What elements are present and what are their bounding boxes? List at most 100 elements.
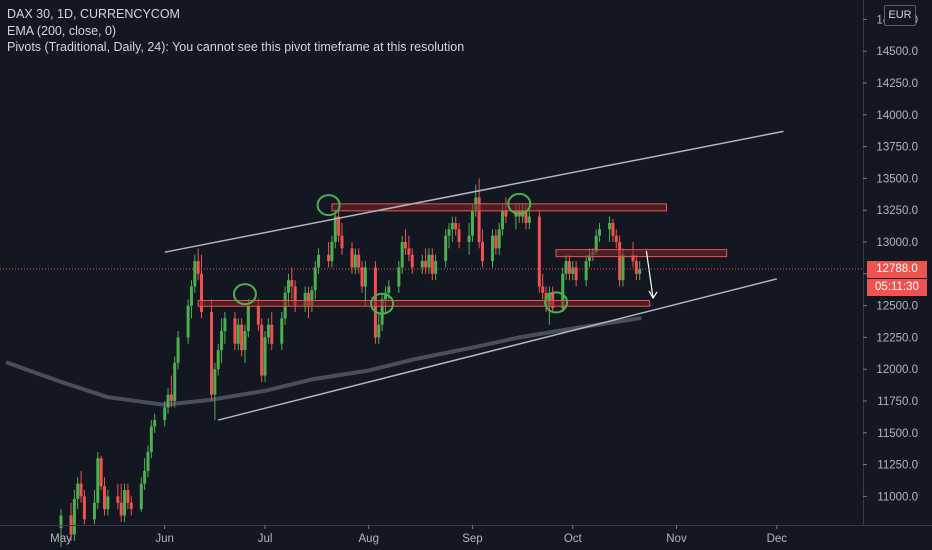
candle-body: [477, 197, 481, 242]
candle: [149, 420, 153, 459]
candle: [541, 273, 545, 300]
candle: [260, 318, 264, 382]
time-tick-label: Oct: [564, 533, 583, 545]
candle-body: [210, 311, 214, 395]
candle-body: [360, 267, 364, 287]
candle-body: [72, 498, 76, 535]
mid-zone: [555, 249, 728, 258]
candle-body: [547, 292, 551, 306]
candle-body: [220, 331, 224, 351]
candle-body: [123, 490, 127, 516]
candle: [139, 477, 143, 512]
candle: [608, 216, 612, 242]
candle-body: [233, 318, 237, 344]
candle-body: [427, 254, 431, 268]
candle: [236, 318, 240, 351]
candle-body: [260, 324, 264, 376]
candle: [220, 318, 224, 363]
arrow-head: [648, 290, 658, 300]
highlight-circle: [507, 192, 532, 215]
candle-body: [139, 483, 143, 510]
candle: [186, 299, 190, 344]
candle-body: [213, 369, 217, 395]
candle: [143, 458, 147, 491]
time-tick-label: Nov: [666, 533, 687, 545]
candle-body: [400, 242, 404, 268]
candle: [337, 210, 341, 242]
candle: [407, 235, 411, 262]
price-tick-label: 12000.0: [876, 364, 918, 376]
drawings-layer: [164, 130, 784, 421]
candle: [119, 483, 123, 522]
candle: [571, 261, 575, 281]
candle: [96, 451, 100, 510]
candle-body: [59, 515, 63, 529]
candle-body: [266, 324, 270, 338]
candle: [447, 222, 451, 249]
candle: [564, 254, 568, 281]
candle: [153, 413, 157, 433]
candle-body: [176, 337, 180, 363]
candle: [82, 490, 86, 525]
candle-body: [146, 451, 150, 471]
candle: [567, 254, 571, 281]
arrow-annotation: [645, 250, 658, 300]
candle-body: [189, 286, 193, 306]
candle: [634, 254, 638, 281]
candle-body: [457, 229, 461, 242]
upper-channel-line: [164, 130, 784, 253]
candle-body: [290, 280, 294, 287]
time-axis[interactable]: May Jun Jul Aug Sep Oct Nov Dec: [50, 525, 787, 545]
legend-ema[interactable]: EMA (200, close, 0): [7, 23, 117, 38]
candle-body: [76, 483, 80, 499]
candle: [173, 356, 177, 408]
candle-body: [634, 261, 638, 274]
candle: [189, 280, 193, 319]
candle-body: [410, 254, 414, 268]
legend-pivots[interactable]: Pivots (Traditional, Daily, 24): You can…: [7, 40, 465, 54]
price-tick-label: 14500.0: [876, 46, 918, 58]
candle-body: [407, 248, 411, 255]
candle-body: [561, 273, 565, 309]
candle: [216, 343, 220, 376]
candle: [79, 470, 83, 503]
legend-symbol[interactable]: DAX 30, 1D, CURRENCYCOM: [7, 7, 180, 21]
candle-body: [149, 426, 153, 452]
candle: [169, 375, 173, 408]
price-tick-label: 11500.0: [877, 428, 918, 440]
candle-body: [327, 254, 331, 262]
candle: [303, 286, 307, 312]
candle-body: [317, 254, 321, 268]
candle-body: [166, 394, 170, 408]
candle-body: [169, 394, 173, 401]
candle: [99, 455, 103, 491]
candle: [357, 248, 361, 274]
candle-body: [337, 216, 341, 236]
time-tick-label: Jun: [155, 533, 174, 545]
time-tick-label: May: [50, 533, 72, 545]
currency-button[interactable]: EUR: [884, 5, 916, 26]
candle: [497, 222, 501, 255]
candle: [457, 222, 461, 249]
candle-body: [293, 286, 297, 306]
candle-body: [363, 267, 367, 287]
price-tick-label: 11750.0: [877, 396, 918, 408]
candle: [427, 248, 431, 274]
candle-body: [541, 286, 545, 293]
candle: [327, 242, 331, 268]
candle-body: [527, 216, 531, 223]
chart-legend: DAX 30, 1D, CURRENCYCOM EMA (200, close,…: [7, 6, 464, 56]
candle: [102, 477, 106, 516]
candle-body: [447, 229, 451, 236]
ema-layer: [5, 316, 642, 407]
candle: [360, 261, 364, 293]
candle: [363, 261, 367, 306]
candle-body: [79, 483, 83, 497]
candle-body: [430, 254, 434, 274]
candle-body: [614, 235, 618, 242]
candle-body: [92, 502, 96, 520]
candle-body: [638, 268, 642, 274]
candle: [330, 235, 334, 268]
